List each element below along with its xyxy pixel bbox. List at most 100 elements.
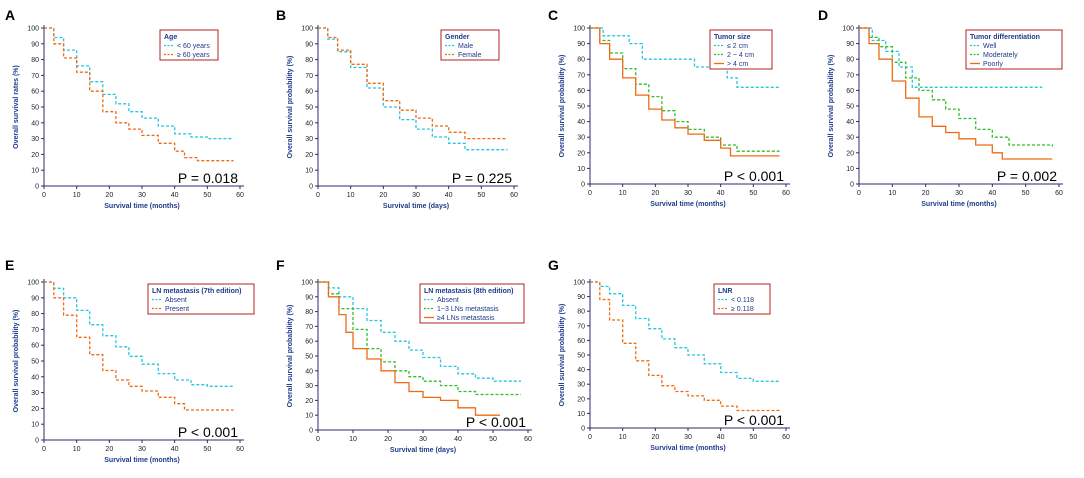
km-curve-f-3: [318, 281, 500, 416]
y-tick-label-f: 0: [309, 428, 313, 435]
y-tick-label-c: 80: [577, 57, 585, 64]
y-tick-label-c: 10: [577, 166, 585, 173]
y-tick-label-g: 0: [581, 426, 585, 433]
y-tick-label-c: 60: [577, 88, 585, 95]
x-axis-label-b: Survival time (days): [383, 203, 449, 210]
km-curve-d-1: [859, 27, 1043, 88]
y-tick-label-g: 80: [577, 309, 585, 316]
x-tick-label-e: 60: [236, 446, 244, 453]
legend-label-d-3: Poorly: [983, 61, 1003, 68]
x-tick-label-b: 10: [347, 192, 355, 199]
panel-b: B 0 10 20 30 40 50 60 70 80 90 100 0 10 20 30 40 50 60 Surv…: [276, 7, 518, 210]
y-tick-label-e: 90: [31, 295, 39, 302]
x-tick-label-a: 60: [236, 192, 244, 199]
x-tick-label-e: 50: [203, 446, 211, 453]
panel-letter-e: E: [5, 257, 14, 273]
y-tick-label-f: 40: [305, 368, 313, 375]
x-tick-label-g: 0: [588, 434, 592, 441]
legend-label-c-2: 2 ~ 4 cm: [727, 52, 754, 59]
x-tick-label-f: 50: [489, 436, 497, 443]
y-tick-label-d: 10: [846, 166, 854, 173]
x-tick-label-c: 60: [782, 190, 790, 197]
legend-box-a: [159, 29, 219, 61]
x-axis-label-e: Survival time (months): [104, 457, 179, 464]
x-tick-label-c: 0: [588, 190, 592, 197]
p-value-b: P = 0.225: [452, 170, 512, 186]
y-axis-label-f: Overall survival probability (%): [287, 305, 294, 408]
legend-label-f-3: ≥4 LNs metastasis: [437, 315, 495, 322]
legend-label-g-2: ≥ 0.118: [731, 306, 754, 313]
y-tick-label-d: 50: [846, 104, 854, 111]
y-tick-label-f: 80: [305, 309, 313, 316]
x-tick-label-g: 20: [651, 434, 659, 441]
panel-d: D 0 10 20 30 40 50 60 70 80 90 100 0 10 20 30 40 50 60 Surv…: [818, 7, 1063, 208]
km-curve-e-1: [44, 281, 234, 387]
y-tick-label-d: 60: [846, 88, 854, 95]
x-tick-label-b: 40: [445, 192, 453, 199]
y-tick-label-d: 40: [846, 119, 854, 126]
x-tick-label-g: 40: [717, 434, 725, 441]
y-tick-label-d: 90: [846, 41, 854, 48]
x-tick-label-b: 0: [316, 192, 320, 199]
y-tick-label-g: 30: [577, 382, 585, 389]
y-tick-label-a: 20: [31, 152, 39, 159]
x-tick-label-g: 50: [749, 434, 757, 441]
y-tick-label-f: 70: [305, 324, 313, 331]
legend-label-a-2: ≥ 60 years: [177, 52, 210, 59]
km-curve-a-1: [44, 27, 234, 140]
y-tick-label-d: 30: [846, 135, 854, 142]
panel-letter-f: F: [276, 257, 285, 273]
y-tick-label-c: 50: [577, 104, 585, 111]
y-tick-label-b: 20: [305, 152, 313, 159]
p-value-c: P < 0.001: [724, 168, 784, 184]
x-tick-label-c: 50: [749, 190, 757, 197]
y-tick-label-c: 30: [577, 135, 585, 142]
legend-label-b-2: Female: [458, 52, 481, 59]
y-tick-label-f: 50: [305, 354, 313, 361]
km-curve-d-2: [859, 27, 1053, 147]
panel-e: E 0 10 20 30 40 50 60 70 80 90 100 0 10 20 30 40 50 60 Surv…: [5, 257, 255, 464]
x-tick-label-e: 40: [171, 446, 179, 453]
x-axis-label-a: Survival time (months): [104, 203, 179, 210]
legend-label-f-1: Absent: [437, 297, 459, 304]
panel-f: F 0 10 20 30 40 50 60 70 80 90 100 0 10 20 30 40 50 60 Surv…: [276, 257, 532, 454]
km-curve-g-2: [590, 281, 780, 412]
legend-e: LN metastasis (7th edition) Absent Present: [147, 283, 255, 315]
x-axis-label-c: Survival time (months): [650, 201, 725, 208]
legend-label-e-1: Absent: [165, 297, 187, 304]
y-tick-label-f: 20: [305, 398, 313, 405]
legend-title-d: Tumor differentiation: [970, 34, 1040, 41]
x-tick-label-b: 30: [412, 192, 420, 199]
y-tick-label-f: 90: [305, 294, 313, 301]
y-tick-label-a: 80: [31, 57, 39, 64]
y-tick-label-g: 60: [577, 338, 585, 345]
y-tick-label-a: 100: [27, 26, 39, 33]
km-curve-g-1: [590, 281, 780, 382]
x-tick-label-f: 40: [454, 436, 462, 443]
y-tick-label-b: 70: [305, 73, 313, 80]
legend-label-d-2: Moderately: [983, 52, 1018, 59]
km-curve-d-3: [859, 27, 1053, 160]
x-tick-label-b: 20: [379, 192, 387, 199]
x-tick-label-c: 40: [717, 190, 725, 197]
y-tick-label-a: 10: [31, 168, 39, 175]
p-value-d: P = 0.002: [997, 168, 1057, 184]
x-tick-label-d: 50: [1022, 190, 1030, 197]
x-tick-label-a: 20: [105, 192, 113, 199]
x-tick-label-a: 40: [171, 192, 179, 199]
y-tick-label-d: 20: [846, 150, 854, 157]
x-tick-label-c: 30: [684, 190, 692, 197]
x-tick-label-e: 20: [105, 446, 113, 453]
legend-c: Tumor size ≤ 2 cm 2 ~ 4 cm > 4 cm: [709, 29, 773, 70]
legend-b: Gender Male Female: [440, 29, 500, 61]
y-tick-label-b: 10: [305, 168, 313, 175]
y-axis-label-c: Overall survival probability (%): [559, 55, 566, 158]
y-tick-label-c: 20: [577, 150, 585, 157]
x-tick-label-f: 10: [349, 436, 357, 443]
x-tick-label-d: 40: [988, 190, 996, 197]
x-tick-label-a: 50: [203, 192, 211, 199]
y-tick-label-a: 90: [31, 41, 39, 48]
legend-box-d: [965, 29, 1063, 70]
km-curve-c-3: [590, 27, 780, 157]
y-tick-label-b: 50: [305, 105, 313, 112]
